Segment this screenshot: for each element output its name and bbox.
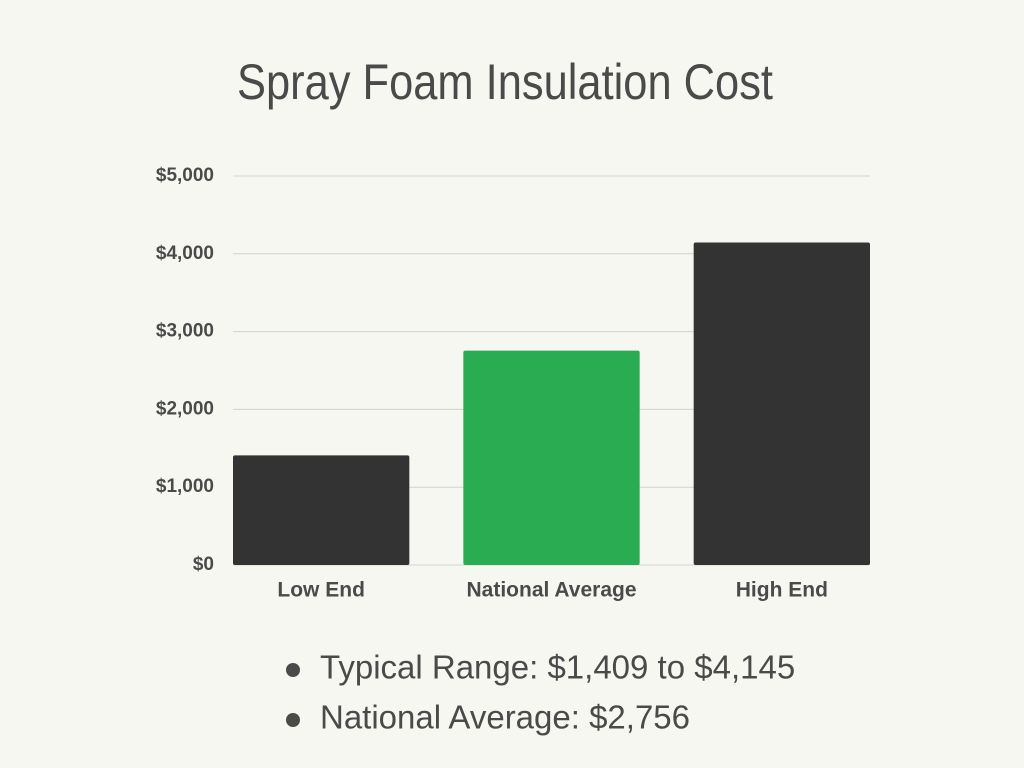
note: Typical Range: $1,409 to $4,145 — [320, 649, 795, 686]
note: National Average: $2,756 — [320, 699, 690, 736]
y-tick-label: $0 — [193, 554, 214, 575]
y-tick-label: $4,000 — [156, 243, 214, 264]
x-tick-label: National Average — [467, 579, 637, 602]
bullet — [286, 663, 300, 677]
chart-title: Spray Foam Insulation Cost — [237, 54, 773, 110]
bar — [233, 455, 410, 565]
x-tick-label: High End — [736, 579, 828, 602]
y-tick-label: $5,000 — [156, 165, 214, 186]
y-tick-label: $1,000 — [156, 476, 214, 497]
bullet — [286, 713, 300, 727]
y-tick-label: $2,000 — [156, 398, 214, 419]
bar — [693, 242, 870, 566]
x-tick-label: Low End — [277, 579, 365, 602]
y-tick-label: $3,000 — [156, 321, 214, 342]
bar — [463, 350, 640, 565]
